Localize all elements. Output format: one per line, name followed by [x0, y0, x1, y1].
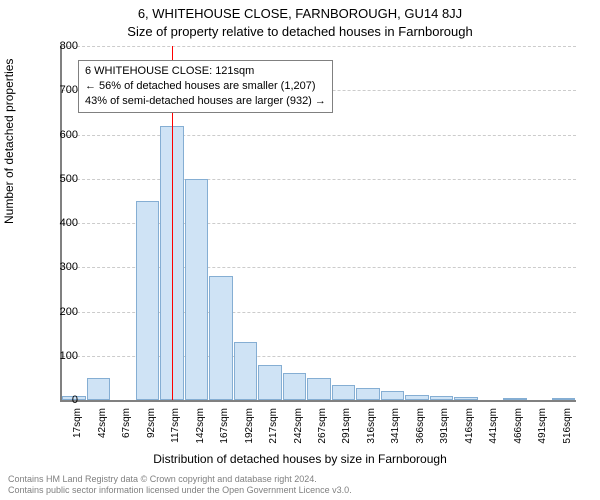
- x-tick-label: 142sqm: [195, 408, 206, 456]
- histogram-bar: [405, 395, 428, 400]
- histogram-bar: [503, 398, 526, 400]
- histogram-bar: [356, 388, 379, 400]
- footer-attribution: Contains HM Land Registry data © Crown c…: [8, 474, 352, 497]
- chart-title-address: 6, WHITEHOUSE CLOSE, FARNBOROUGH, GU14 8…: [0, 6, 600, 21]
- x-tick-label: 167sqm: [219, 408, 230, 456]
- gridline: [62, 46, 576, 47]
- footer-line1: Contains HM Land Registry data © Crown c…: [8, 474, 352, 485]
- x-tick-label: 316sqm: [366, 408, 377, 456]
- x-tick-label: 441sqm: [488, 408, 499, 456]
- annotation-box: 6 WHITEHOUSE CLOSE: 121sqm ← 56% of deta…: [78, 60, 333, 113]
- x-tick-label: 17sqm: [72, 408, 83, 456]
- x-tick-label: 491sqm: [537, 408, 548, 456]
- x-tick-label: 42sqm: [97, 408, 108, 456]
- x-tick-label: 192sqm: [244, 408, 255, 456]
- x-tick-label: 291sqm: [341, 408, 352, 456]
- histogram-bar: [258, 365, 281, 400]
- annotation-line2: ← 56% of detached houses are smaller (1,…: [85, 79, 326, 94]
- y-tick-label: 400: [44, 217, 78, 229]
- chart-title-desc: Size of property relative to detached ho…: [0, 24, 600, 39]
- y-tick-label: 0: [44, 394, 78, 406]
- y-tick-label: 100: [44, 350, 78, 362]
- x-tick-label: 117sqm: [170, 408, 181, 456]
- histogram-bar: [234, 342, 257, 400]
- y-tick-label: 700: [44, 84, 78, 96]
- y-tick-label: 200: [44, 306, 78, 318]
- annotation-line1: 6 WHITEHOUSE CLOSE: 121sqm: [85, 64, 326, 79]
- x-tick-label: 92sqm: [146, 408, 157, 456]
- x-tick-label: 391sqm: [439, 408, 450, 456]
- y-tick-label: 500: [44, 173, 78, 185]
- histogram-bar: [332, 385, 355, 400]
- histogram-bar: [307, 378, 330, 400]
- histogram-bar: [185, 179, 208, 400]
- y-tick-label: 600: [44, 129, 78, 141]
- x-tick-label: 416sqm: [464, 408, 475, 456]
- histogram-bar: [87, 378, 110, 400]
- histogram-bar: [209, 276, 232, 400]
- footer-line2: Contains public sector information licen…: [8, 485, 352, 496]
- x-tick-label: 242sqm: [293, 408, 304, 456]
- annotation-line3: 43% of semi-detached houses are larger (…: [85, 94, 326, 109]
- y-tick-label: 300: [44, 261, 78, 273]
- histogram-bar: [283, 373, 306, 400]
- gridline: [62, 179, 576, 180]
- x-tick-label: 341sqm: [390, 408, 401, 456]
- histogram-bar: [136, 201, 159, 400]
- histogram-bar: [381, 391, 404, 400]
- histogram-bar: [552, 398, 575, 400]
- x-tick-label: 366sqm: [415, 408, 426, 456]
- y-axis-label: Number of detached properties: [2, 59, 16, 224]
- x-tick-label: 217sqm: [268, 408, 279, 456]
- x-tick-label: 67sqm: [121, 408, 132, 456]
- gridline: [62, 135, 576, 136]
- histogram-bar: [454, 397, 477, 400]
- y-tick-label: 800: [44, 40, 78, 52]
- histogram-bar: [430, 396, 453, 400]
- x-tick-label: 516sqm: [562, 408, 573, 456]
- plot-area: 6 WHITEHOUSE CLOSE: 121sqm ← 56% of deta…: [60, 46, 576, 402]
- x-tick-label: 466sqm: [513, 408, 524, 456]
- x-tick-label: 267sqm: [317, 408, 328, 456]
- chart-container: 6, WHITEHOUSE CLOSE, FARNBOROUGH, GU14 8…: [0, 0, 600, 500]
